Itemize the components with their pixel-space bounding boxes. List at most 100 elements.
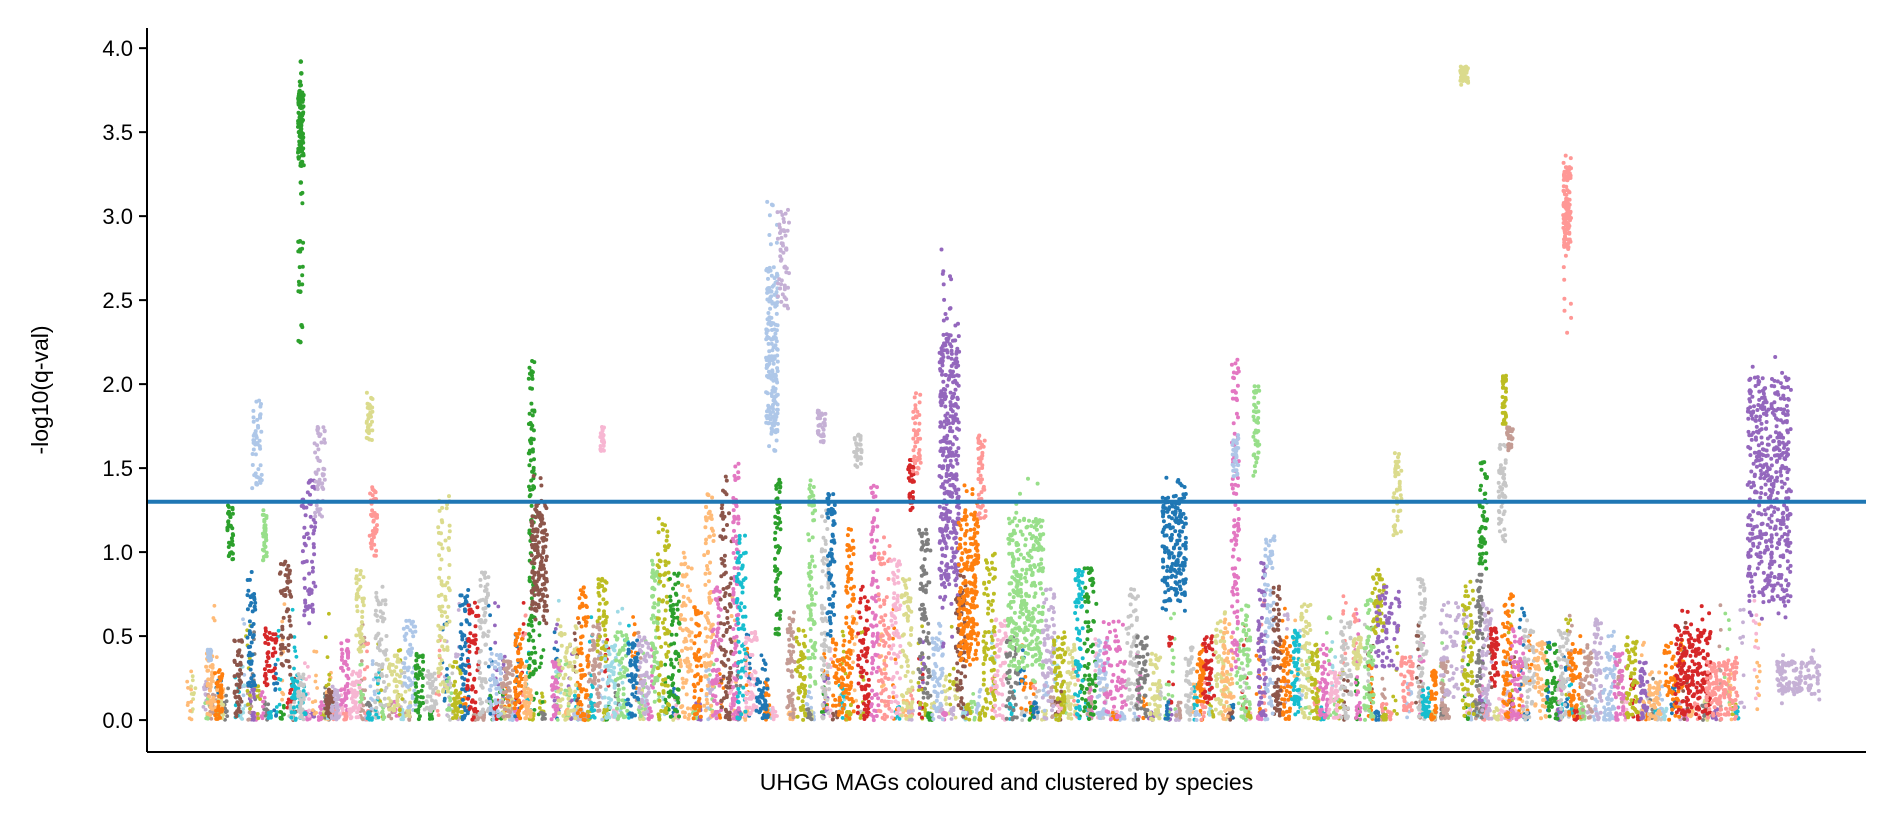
data-point-3399 [1248,713,1252,718]
data-point-3477 [294,654,299,659]
data-point-4058 [250,486,255,491]
data-point-4739 [357,633,362,637]
data-point-4837 [368,541,373,546]
data-point-4830 [370,529,375,533]
data-point-4291 [296,689,301,694]
data-point-2518 [342,717,347,722]
data-point-4121 [263,532,268,537]
data-point-4087 [256,475,261,480]
data-point-2422 [1499,717,1504,722]
data-point-597 [204,716,209,721]
data-point-1300 [708,673,712,677]
data-point-631 [1009,712,1014,717]
data-point-1575 [1355,675,1360,679]
data-point-2842 [521,601,526,605]
data-point-4270 [289,710,294,715]
data-point-2669 [1256,715,1260,720]
data-point-4217 [288,672,293,677]
data-point-4679 [345,638,350,643]
data-point-4131 [265,663,270,668]
data-point-4835 [370,532,375,537]
data-point-705 [921,695,926,700]
data-point-2363 [327,611,331,616]
data-point-2118 [586,679,591,684]
data-point-1107 [318,711,323,716]
data-point-771 [212,603,217,608]
data-point-3119 [442,698,447,703]
data-point-3334 [977,711,982,716]
data-point-4715 [351,690,356,695]
data-point-2103 [1354,715,1359,720]
data-point-2475 [1741,620,1745,625]
data-point-2144 [556,598,561,603]
data-point-1489 [1231,716,1235,720]
data-point-2288 [1167,635,1172,639]
data-point-2609 [1522,610,1526,615]
data-point-2896 [523,613,528,618]
data-point-4890 [378,702,383,707]
data-point-4459 [308,514,313,519]
data-point-1664 [493,623,497,628]
data-point-4583 [326,687,331,692]
data-point-4079 [252,431,257,436]
data-point-4677 [343,684,348,689]
data-point-4987 [413,624,418,629]
data-point-4865 [384,674,389,678]
data-point-968 [277,687,282,692]
data-point-3980 [239,638,244,643]
data-point-519 [252,630,256,635]
data-point-3445 [273,662,278,667]
data-point-4708 [356,674,361,679]
data-point-937 [1380,692,1385,696]
data-point-2471 [1742,705,1747,710]
data-point-4143 [265,637,270,642]
data-point-208 [242,673,247,677]
data-point-4853 [382,696,387,701]
data-point-3079 [285,700,290,705]
data-point-3954 [238,662,243,667]
data-point-2071 [822,652,826,656]
data-point-1299 [492,707,497,711]
data-point-47 [359,659,364,663]
data-point-4428 [299,191,303,196]
data-point-1325 [882,658,887,663]
data-point-3028 [1202,710,1207,715]
data-point-654 [1752,668,1757,672]
data-point-4664 [340,651,345,656]
data-point-4505 [310,602,315,607]
data-point-3479 [293,718,298,722]
data-point-4476 [307,571,312,576]
data-point-3719 [1166,713,1171,717]
data-point-1510 [1474,716,1478,721]
data-point-1945 [1414,676,1419,680]
data-point-2348 [601,710,606,715]
data-point-3355 [248,693,252,698]
data-point-4667 [343,703,348,708]
data-point-478 [306,717,310,722]
data-point-1373 [831,717,835,721]
data-point-4866 [374,672,379,677]
data-point-2677 [1178,708,1182,713]
data-point-2759 [358,662,363,667]
data-point-3899 [216,713,221,717]
data-point-926 [491,717,496,722]
data-point-2916 [310,700,315,704]
data-point-552 [203,707,208,712]
data-point-3537 [447,675,451,680]
data-point-355 [224,693,229,698]
data-point-4602 [328,699,333,704]
data-point-15 [972,717,977,722]
data-point-4757 [354,568,359,572]
data-point-657 [1753,621,1758,625]
data-point-967 [276,628,281,633]
data-point-1136 [1650,707,1655,712]
data-point-1109 [321,703,326,708]
data-point-3416 [262,695,267,700]
data-point-965 [276,677,281,681]
data-point-1665 [493,601,497,605]
data-point-3179 [631,615,635,619]
data-point-17 [971,692,976,696]
data-point-1704 [1394,644,1399,649]
data-point-4997 [407,618,412,623]
data-point-2629 [948,702,953,707]
